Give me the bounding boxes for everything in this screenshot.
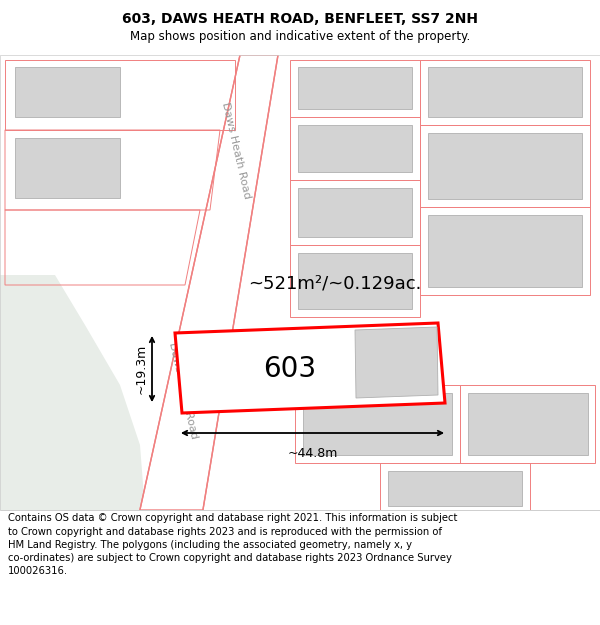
Text: 603: 603 — [263, 355, 317, 383]
Polygon shape — [298, 188, 412, 237]
Polygon shape — [175, 323, 445, 413]
Text: ~19.3m: ~19.3m — [135, 344, 148, 394]
Polygon shape — [388, 471, 522, 506]
Text: ~44.8m: ~44.8m — [287, 447, 338, 460]
Polygon shape — [298, 253, 412, 309]
Polygon shape — [0, 275, 145, 510]
Polygon shape — [15, 67, 120, 117]
Polygon shape — [355, 327, 438, 398]
Text: Contains OS data © Crown copyright and database right 2021. This information is : Contains OS data © Crown copyright and d… — [8, 514, 457, 576]
Polygon shape — [468, 393, 588, 455]
Polygon shape — [15, 138, 120, 198]
Polygon shape — [428, 67, 582, 117]
Polygon shape — [303, 393, 452, 455]
Polygon shape — [140, 55, 278, 510]
Text: ~521m²/~0.129ac.: ~521m²/~0.129ac. — [248, 274, 422, 292]
Text: Daws Heath Road: Daws Heath Road — [220, 101, 252, 199]
Text: 603, DAWS HEATH ROAD, BENFLEET, SS7 2NH: 603, DAWS HEATH ROAD, BENFLEET, SS7 2NH — [122, 12, 478, 26]
Polygon shape — [428, 133, 582, 199]
Polygon shape — [428, 215, 582, 287]
Text: Daws Heath Road: Daws Heath Road — [167, 341, 199, 439]
Text: Map shows position and indicative extent of the property.: Map shows position and indicative extent… — [130, 30, 470, 43]
Polygon shape — [298, 125, 412, 172]
Polygon shape — [298, 67, 412, 109]
